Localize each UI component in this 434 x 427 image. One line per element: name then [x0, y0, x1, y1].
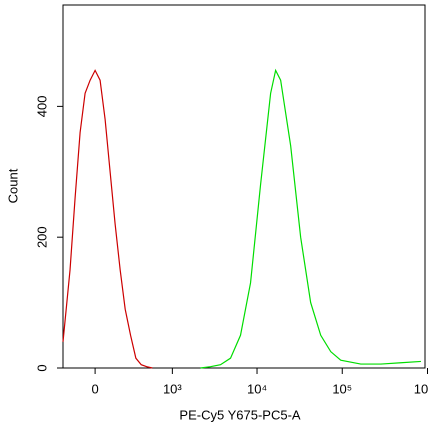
- x-tick-label: 10⁴: [247, 381, 267, 396]
- histogram-line: [62, 69, 153, 369]
- y-tick-label: 200: [34, 226, 49, 248]
- x-tick-label: 10⁵: [332, 381, 352, 396]
- y-axis-title: Count: [5, 168, 20, 203]
- plot-frame: [62, 4, 426, 369]
- histogram-line: [200, 68, 421, 369]
- y-tick-label: 0: [34, 364, 49, 371]
- x-tick-label: 10³: [163, 381, 182, 396]
- x-tick-label: 0: [91, 381, 98, 396]
- x-tick-label: 10: [414, 381, 428, 396]
- y-tick-label: 400: [34, 96, 49, 118]
- x-axis-title: PE-Cy5 Y675-PC5-A: [179, 407, 300, 422]
